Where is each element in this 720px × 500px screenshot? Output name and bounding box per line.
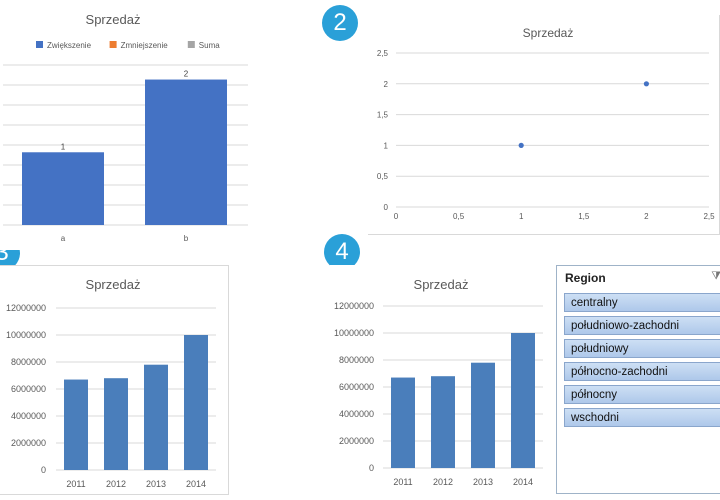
chart-2-svg: Sprzedaż 0 0,5 1 1,5 2 2,5 0 0,5 1 1,5 2 2,5 [377,26,715,221]
x-tick-label: 2014 [513,477,533,487]
y-tick-label: 0 [369,463,374,473]
y-tick-label: 12000000 [6,303,46,313]
y-tick-label: 0 [41,465,46,475]
y-tick-label: 1 [384,141,389,150]
y-tick-label: 12000000 [334,301,374,311]
x-tick-label: 2 [644,212,649,221]
x-tick-label: 2012 [433,477,453,487]
y-tick-label: 10000000 [334,328,374,338]
data-label: 2 [184,70,189,79]
y-tick-label: 6000000 [339,382,374,392]
badge-4: 4 [324,234,360,270]
slicer-item-poludniowy[interactable]: południowy [564,339,720,358]
slicer-header: Region ⧩ [557,266,720,290]
slicer-title: Region [565,271,606,285]
chart-panel-2: Sprzedaż 0 0,5 1 1,5 2 2,5 0 0,5 1 1,5 2 2,5 [368,15,720,235]
y-tick-label: 0 [384,203,389,212]
x-tick-label: 2014 [186,479,206,489]
x-tick-label: b [184,234,189,243]
chart-panel-1: Sprzedaż Zwiększenie Zmniejszenie Suma 1 a 2 b [0,0,292,250]
y-tick-label: 0,5 [377,172,389,181]
y-tick-label: 2000000 [339,436,374,446]
chart-title: Sprzedaż [86,12,141,27]
data-point [518,142,524,148]
x-tick-label: 1,5 [578,212,590,221]
x-tick-label: 2,5 [703,212,715,221]
chart-title: Sprzedaż [414,277,469,292]
x-tick-label: 0 [394,212,399,221]
y-tick-label: 2,5 [377,49,389,58]
y-tick-label: 10000000 [6,330,46,340]
bar-2014 [184,335,208,470]
y-tick-label: 1,5 [377,111,389,120]
x-tick-label: 2012 [106,479,126,489]
slicer-item-poludniowo-zachodni[interactable]: południowo-zachodni [564,316,720,335]
bar-2011 [64,379,88,470]
x-tick-label: 2011 [393,477,412,487]
x-tick-label: 2011 [66,479,85,489]
chart-title: Sprzedaż [86,277,141,292]
bar-2014 [511,333,535,468]
y-tick-label: 8000000 [339,355,374,365]
chart-1-svg: Sprzedaż Zwiększenie Zmniejszenie Suma 1 a 2 b [3,12,248,243]
bar-b [145,79,227,225]
data-point [643,81,649,87]
slicer-item-centralny[interactable]: centralny [564,293,720,312]
chart-panel-3: Sprzedaż 0 2000000 4000000 6000000 8000000 100… [0,265,229,495]
bar-2012 [431,376,455,468]
slicer-item-wschodni[interactable]: wschodni [564,408,720,427]
legend-entry: Suma [199,41,220,50]
y-tick-label: 2000000 [11,438,46,448]
x-tick-label: 0,5 [453,212,465,221]
legend-entry: Zmniejszenie [121,41,169,50]
legend-swatch [187,41,195,48]
y-tick-label: 8000000 [11,357,46,367]
chart-3-svg: Sprzedaż 0 2000000 4000000 6000000 8000000 100… [6,277,216,489]
x-tick-label: 2013 [473,477,493,487]
slicer-item-polnocny[interactable]: północny [564,385,720,404]
legend-swatch [109,41,117,48]
region-slicer[interactable]: Region ⧩ centralny południowo-zachodni p… [556,265,720,494]
x-tick-label: 2013 [146,479,166,489]
bar-2012 [104,378,128,470]
chart-panel-4: Sprzedaż 0 2000000 4000000 6000000 8000000 100… [330,265,552,494]
clear-filter-icon[interactable]: ⧩ [711,270,720,282]
x-tick-label: a [61,234,66,243]
bar-2011 [391,377,415,468]
legend-swatch [36,41,43,48]
slicer-item-polnocno-zachodni[interactable]: północno-zachodni [564,362,720,381]
legend-entry: Zwiększenie [47,41,92,50]
bar-2013 [471,362,495,468]
data-label: 1 [61,142,66,151]
y-tick-label: 4000000 [11,411,46,421]
bar-2013 [144,364,168,470]
badge-2: 2 [322,5,358,41]
x-tick-label: 1 [519,212,524,221]
chart-title: Sprzedaż [523,26,574,40]
y-tick-label: 2 [384,80,389,89]
bar-a [22,152,104,225]
y-tick-label: 6000000 [11,384,46,394]
y-tick-label: 4000000 [339,409,374,419]
chart-4-svg: Sprzedaż 0 2000000 4000000 6000000 8000000 100… [334,277,543,487]
